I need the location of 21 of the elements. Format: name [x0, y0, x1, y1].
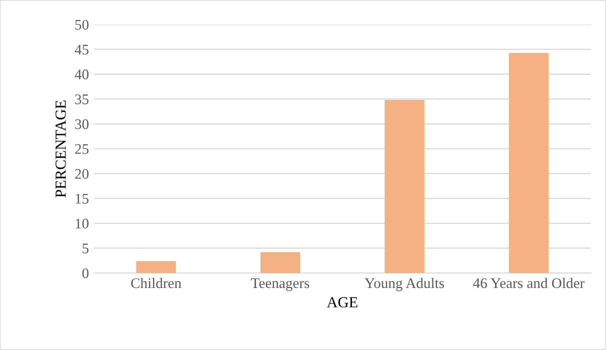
x-axis-title: AGE: [326, 297, 358, 308]
y-tick-label: 0: [82, 268, 89, 278]
bar: [384, 100, 424, 273]
x-tick-label: Teenagers: [251, 278, 310, 292]
x-tick-label: Young Adults: [364, 278, 444, 292]
y-tick-label: 10: [76, 218, 89, 229]
y-tick-label: 15: [76, 194, 88, 204]
y-tick-label: 45: [74, 44, 88, 55]
y-tick-label: 30: [75, 119, 89, 130]
bar: [136, 261, 176, 273]
y-tick-label: 40: [74, 70, 89, 80]
y-tick-label: 25: [75, 144, 88, 154]
y-tick-label: 5: [82, 244, 88, 254]
y-tick-label: 35: [75, 94, 88, 104]
x-tick-label: 46 Years and Older: [473, 278, 584, 288]
x-tick-label: Children: [131, 278, 182, 288]
y-axis-title: PERCENTAGE: [56, 100, 66, 198]
y-tick-label: 20: [75, 168, 89, 179]
y-tick-label: 50: [75, 20, 89, 30]
bar: [508, 52, 549, 273]
bar: [260, 252, 300, 273]
